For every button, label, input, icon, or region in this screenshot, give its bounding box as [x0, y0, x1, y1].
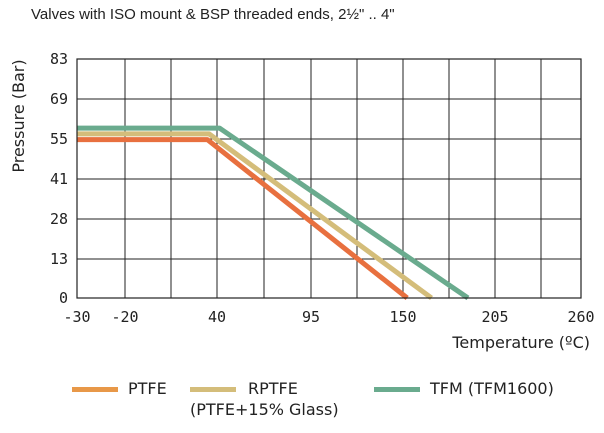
- legend: PTFE RPTFE (PTFE+15% Glass) TFM (TFM1600…: [72, 378, 592, 428]
- x-tick-label: -30: [63, 308, 90, 326]
- legend-swatch-tfm: [374, 387, 420, 392]
- legend-swatch-rptfe: [190, 387, 236, 392]
- y-tick-label: 83: [50, 50, 68, 68]
- y-tick-label: 55: [50, 130, 68, 148]
- legend-swatch-ptfe: [72, 387, 118, 392]
- x-axis-label: Temperature (ºC): [451, 333, 590, 352]
- chart-title: Valves with ISO mount & BSP threaded end…: [31, 6, 395, 23]
- series-line-ptfe: [77, 137, 409, 300]
- legend-item-tfm: TFM (TFM1600): [374, 378, 554, 399]
- legend-sublabel-rptfe: (PTFE+15% Glass): [190, 400, 339, 419]
- x-tick-label: -20: [111, 308, 138, 326]
- legend-item-rptfe: RPTFE (PTFE+15% Glass): [190, 378, 339, 420]
- x-tick-label: 260: [567, 308, 594, 326]
- y-axis-label: Pressure (Bar): [9, 59, 28, 172]
- legend-label-tfm: TFM (TFM1600): [430, 379, 554, 398]
- plot-frame: [76, 58, 582, 299]
- plot-grid: [76, 58, 582, 299]
- tick-labels: -30 -20 40 95 150 205 260 83 69 55 41 28 13 0: [50, 50, 595, 326]
- x-tick-label: 40: [208, 308, 226, 326]
- plot-border: [76, 58, 582, 299]
- series-line-tfm: [77, 125, 470, 301]
- legend-label-rptfe: RPTFE: [248, 379, 298, 398]
- series-line-rptfe: [77, 131, 433, 301]
- y-tick-label: 28: [50, 210, 68, 228]
- y-tick-label: 69: [50, 90, 68, 108]
- legend-label-ptfe: PTFE: [128, 379, 167, 398]
- y-tick-label: 41: [50, 170, 68, 188]
- legend-item-ptfe: PTFE: [72, 378, 167, 399]
- legend-label-group-rptfe: RPTFE (PTFE+15% Glass): [190, 378, 339, 420]
- y-tick-label: 0: [59, 289, 68, 307]
- x-tick-label: 95: [302, 308, 320, 326]
- y-tick-label: 13: [50, 250, 68, 268]
- x-tick-label: 205: [481, 308, 508, 326]
- series-lines: [77, 125, 470, 301]
- x-tick-label: 150: [389, 308, 416, 326]
